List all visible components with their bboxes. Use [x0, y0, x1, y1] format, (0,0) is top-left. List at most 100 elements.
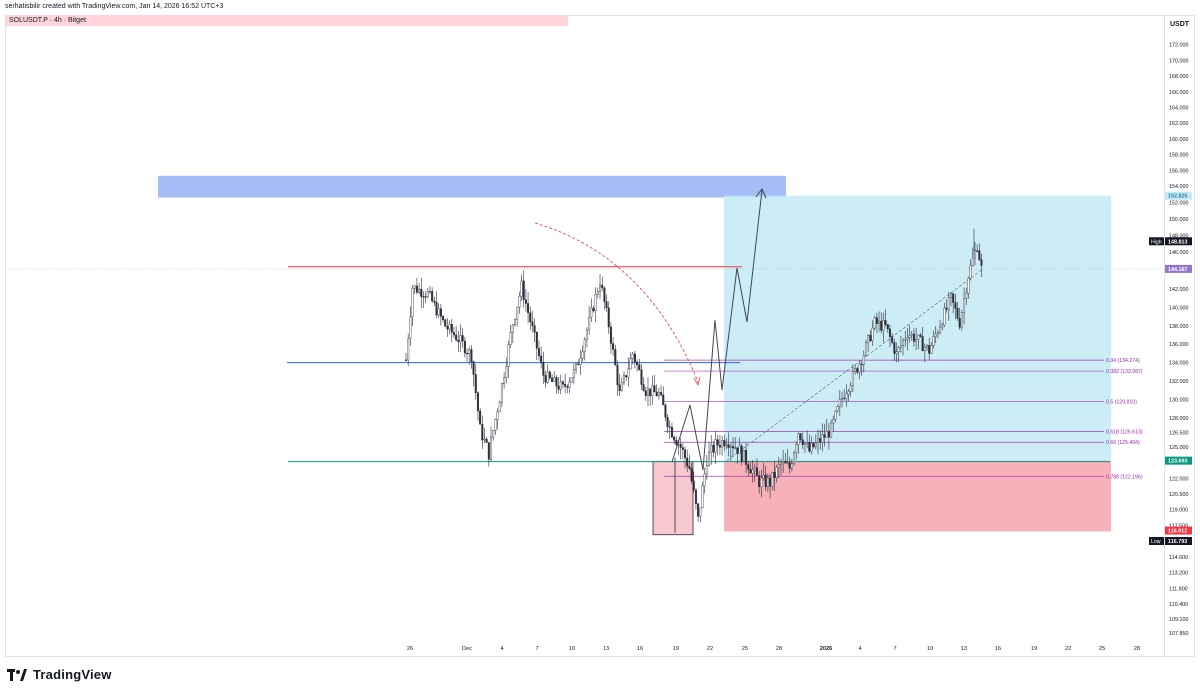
candle-up: [514, 318, 517, 326]
candle-up: [932, 336, 935, 346]
candle-up: [705, 465, 708, 475]
candle-up: [854, 368, 857, 372]
candle-down: [655, 391, 658, 397]
candle-up: [496, 411, 499, 420]
price-tag[interactable]: 152.825: [1165, 191, 1192, 200]
candle-down: [461, 335, 464, 342]
demand-box: [652, 461, 694, 536]
candle-down: [605, 301, 608, 309]
candle-down: [875, 317, 878, 324]
candle-down: [485, 438, 488, 443]
candle-up: [782, 460, 785, 464]
time-tick-label: 4: [858, 646, 861, 652]
candle-up: [969, 265, 972, 279]
candle-up: [873, 317, 876, 329]
candle-down: [891, 336, 894, 343]
candle-up: [742, 449, 745, 462]
price-tick-label: 150.000: [1169, 217, 1189, 223]
candle-up: [963, 298, 966, 313]
price-tick-label: 152.000: [1169, 201, 1189, 207]
candle-up: [418, 288, 421, 293]
candle-up: [594, 294, 597, 312]
price-tick-label: 130.000: [1169, 398, 1189, 404]
price-tick-label: 134.000: [1169, 361, 1189, 367]
candle-down: [686, 457, 689, 467]
price-tag-side-bg: [1149, 537, 1164, 545]
price-tag[interactable]: 123.693: [1165, 456, 1192, 465]
price-tick-label: 119.000: [1169, 508, 1188, 514]
currency-label: USDT: [1170, 21, 1190, 28]
price-tick-label: 117.500: [1169, 523, 1188, 529]
candle-down: [673, 436, 676, 441]
candle-down: [956, 308, 959, 319]
candle-up: [786, 462, 789, 464]
candle-down: [601, 284, 604, 289]
candle-up: [701, 485, 704, 509]
candle-down: [893, 342, 896, 354]
fib-level-label: 0.618 (126.613): [1106, 429, 1143, 435]
candle-down: [912, 333, 915, 342]
price-tag[interactable]: 148.813 High: [1149, 237, 1192, 246]
candle-up: [834, 410, 837, 420]
candle-down: [633, 353, 636, 363]
candle-down: [544, 375, 547, 383]
price-tick-label: 142.000: [1169, 287, 1189, 293]
time-tick-label: 28: [776, 646, 782, 652]
candle-up: [867, 334, 870, 343]
price-tick-label: 138.000: [1169, 324, 1189, 330]
candle-down: [958, 318, 961, 328]
price-tag[interactable]: 144.167: [1165, 264, 1192, 273]
price-tag-bg: [1165, 191, 1192, 200]
candle-up: [939, 326, 942, 333]
candle-down: [888, 328, 891, 337]
candle-up: [511, 324, 514, 333]
candle-down: [524, 299, 527, 304]
price-tick-label: 122.000: [1169, 476, 1189, 482]
candle-down: [607, 307, 610, 328]
candle-up: [498, 402, 501, 413]
candle-down: [668, 426, 671, 428]
candle-up: [847, 391, 850, 395]
price-tag-bg: [1165, 537, 1192, 545]
candle-down: [481, 424, 484, 441]
candle-up: [738, 445, 741, 454]
candle-up: [729, 445, 732, 448]
time-tick-label: 10: [927, 646, 933, 652]
candle-down: [675, 440, 678, 445]
fib-level-label: 0.5 (129.810): [1106, 399, 1137, 405]
symbol-label[interactable]: SOLUSDT.P · 4h · Bitget: [5, 15, 568, 26]
candle-up: [771, 471, 774, 487]
price-tick-label: 136.000: [1169, 342, 1189, 348]
time-tick-label: 16: [637, 646, 643, 652]
time-tick-label: 26: [407, 646, 413, 652]
candle-down: [819, 438, 822, 443]
candle-up: [814, 442, 817, 448]
price-axis[interactable]: [1164, 15, 1196, 657]
fib-level-label: 0.66 (125.494): [1106, 440, 1140, 446]
price-tag[interactable]: 116.793 Low: [1149, 537, 1192, 545]
candle-down: [640, 369, 643, 385]
candle-up: [862, 355, 865, 365]
tradingview-logo-text: TradingView: [33, 666, 112, 682]
candle-up: [714, 439, 717, 453]
price-tick-label: 110.400: [1169, 602, 1188, 608]
price-tag[interactable]: 116.912: [1165, 526, 1192, 535]
price-tick-label: 113.200: [1169, 571, 1188, 577]
candle-down: [670, 427, 673, 438]
price-tick-label: 156.000: [1169, 168, 1189, 174]
candle-up: [734, 447, 737, 449]
candle-up: [915, 339, 918, 342]
candle-up: [629, 358, 632, 370]
projected-path-line: [671, 189, 763, 471]
price-tick-label: 168.000: [1169, 74, 1189, 80]
candle-down: [455, 334, 458, 341]
candle-up: [583, 339, 586, 352]
price-tag-side-label: High: [1151, 239, 1162, 245]
candle-down: [823, 434, 826, 438]
candle-up: [777, 464, 780, 468]
stop-zone: [724, 460, 1111, 532]
candle-up: [830, 422, 833, 438]
tradingview-logo[interactable]: TradingView: [7, 665, 112, 683]
candle-up: [950, 293, 953, 298]
